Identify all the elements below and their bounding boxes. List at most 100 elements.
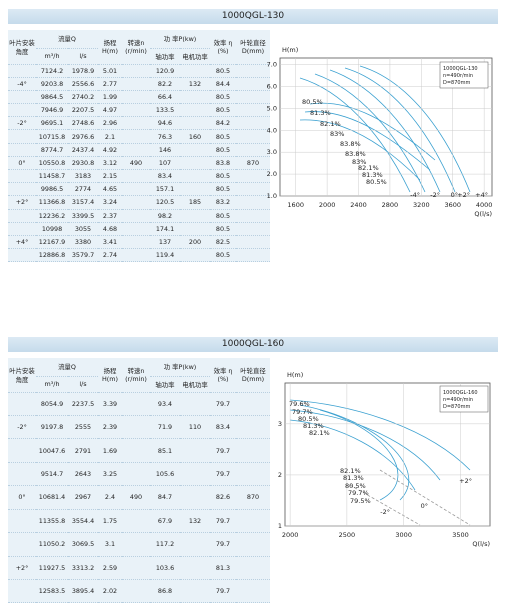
cell (236, 182, 270, 197)
efficiency-label: 80.5% (366, 178, 387, 186)
cell (122, 90, 150, 105)
cell: 9695.1 (36, 116, 68, 131)
header-cell: 叶轮直径 D(mm) (236, 30, 270, 65)
cell: 80.5 (210, 209, 236, 223)
cell (122, 182, 150, 197)
cell: 4.92 (98, 143, 122, 157)
efficiency-label: 81.3% (343, 474, 364, 482)
data-row: +2° 11927.5 3313.2 2.59 103.6 81.3 (8, 556, 270, 581)
cell (8, 392, 36, 416)
efficiency-label: 81.3% (303, 422, 324, 430)
header-cell: 功 率P(kw) (150, 30, 210, 49)
cell: -2° (8, 415, 36, 440)
efficiency-label: 80.5% (302, 98, 323, 106)
cell (8, 438, 36, 463)
y-tick-label: 5.0 (267, 104, 277, 112)
cell (8, 209, 36, 223)
data-row: 9514.7 2643 3.25 105.6 79.7 (8, 462, 270, 487)
cell: 10998 (36, 222, 68, 236)
cell: 120.5 (150, 195, 180, 210)
cell: +2° (8, 556, 36, 581)
cell (180, 143, 210, 157)
header-cell: 扬程 H(m) (98, 30, 122, 65)
cell (236, 169, 270, 184)
cell: 490 (122, 485, 150, 510)
cell (236, 438, 270, 463)
cell: 103.6 (150, 556, 180, 581)
cell (122, 415, 150, 440)
cell: 2.77 (98, 77, 122, 91)
header-cell: 扬程 H(m) (98, 358, 122, 393)
x-tick-label: 3600 (444, 201, 461, 209)
cell (8, 64, 36, 78)
cell: 2556.6 (68, 77, 98, 91)
y-axis-label: H(m) (287, 371, 303, 379)
efficiency-label: 81.3% (310, 109, 331, 117)
data-row: 10047.6 2791 1.69 85.1 79.7 (8, 438, 270, 463)
cell: 79.7 (210, 462, 236, 487)
cell (8, 222, 36, 236)
efficiency-label: 82.1% (340, 467, 361, 475)
cell: 2.39 (98, 415, 122, 440)
cell: 1.75 (98, 509, 122, 534)
cell: 870 (236, 156, 270, 171)
header-cell: 电机功率 (180, 48, 210, 65)
header-cell: 效率 η (%) (210, 30, 236, 65)
cell (180, 64, 210, 78)
header-cell: l/s (68, 48, 98, 65)
cell: 3.25 (98, 462, 122, 487)
data-row: -4° 9203.8 2556.6 2.77 82.2 132 84.4 (8, 77, 270, 91)
cell (180, 392, 210, 416)
header-cell: 转速n (r/min) (122, 30, 150, 65)
cell: 80.5 (210, 90, 236, 105)
efficiency-label: 79.7% (292, 408, 313, 416)
cell: 2.15 (98, 169, 122, 184)
data-row: -2° 9197.8 2555 2.39 71.9 110 83.4 (8, 415, 270, 440)
cell: 4.68 (98, 222, 122, 236)
cell (236, 209, 270, 223)
cell: 3399.5 (68, 209, 98, 223)
header-cell: 效率 η (%) (210, 358, 236, 393)
legend-text: n=490r/min (443, 73, 473, 79)
cell (236, 532, 270, 557)
efficiency-label: 79.5% (350, 497, 371, 505)
cell: 1.69 (98, 438, 122, 463)
cell: 83.8 (210, 156, 236, 171)
cell: 11050.2 (36, 532, 68, 557)
header-cell: 轴功率 (150, 376, 180, 393)
cell: 2.4 (98, 485, 122, 510)
cell (236, 392, 270, 416)
cell (8, 579, 36, 604)
angle-label: +2° (459, 477, 472, 485)
cell: 2.1 (98, 129, 122, 144)
cell (236, 103, 270, 118)
cell (180, 532, 210, 557)
cell: 98.2 (150, 209, 180, 223)
y-tick-label: 1.0 (267, 192, 277, 200)
cell (236, 556, 270, 581)
header-cell: m³/h (36, 48, 68, 65)
cell: 5.01 (98, 64, 122, 78)
cell (122, 462, 150, 487)
cell: 137 (150, 235, 180, 250)
cell: 2.02 (98, 579, 122, 604)
cell (122, 77, 150, 91)
cell: 2.59 (98, 556, 122, 581)
cell: 80.5 (210, 182, 236, 197)
cell (8, 532, 36, 557)
data-row: +4° 12167.9 3380 3.41 137 200 82.5 (8, 235, 270, 250)
cell (122, 556, 150, 581)
cell (180, 438, 210, 463)
cell (236, 77, 270, 91)
cell: 132 (180, 77, 210, 91)
cell (122, 579, 150, 604)
cell: 1.99 (98, 90, 122, 105)
cell: 66.4 (150, 90, 180, 105)
angle-label: 0° (421, 502, 428, 510)
cell: +2° (8, 195, 36, 210)
cell (8, 103, 36, 118)
cell: 3.24 (98, 195, 122, 210)
cell: 9514.7 (36, 462, 68, 487)
cell: 83.2 (210, 195, 236, 210)
